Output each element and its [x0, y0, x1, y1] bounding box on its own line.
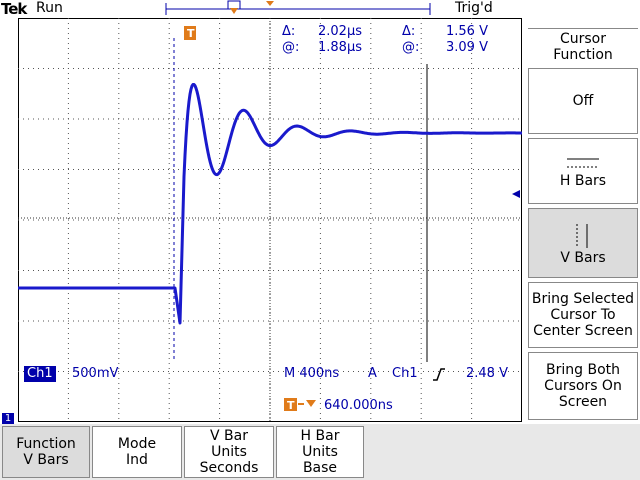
record-position-indicator — [165, 0, 431, 15]
mode-line1: Mode — [117, 436, 157, 452]
at-time-value: 1.88μs — [318, 40, 362, 55]
both-cursors-button[interactable]: Bring Both Cursors On Screen — [528, 352, 638, 420]
trigger-position-icon-label: T — [287, 399, 295, 412]
channel-badge[interactable]: Ch1 — [24, 366, 56, 382]
delta-time-value: 2.02μs — [318, 24, 362, 39]
at-volts-value: 3.09 V — [446, 40, 488, 55]
trigger-status: Trig'd — [455, 0, 493, 16]
trigger-position-icon: T — [284, 398, 316, 412]
trigger-level-readout: 2.48 V — [466, 366, 508, 381]
trigger-position-value: 640.000ns — [324, 398, 393, 413]
side-menu-title: Cursor Function — [528, 28, 638, 64]
channel-ground-marker: 1 — [2, 413, 14, 425]
side-menu-title-text: Cursor Function — [553, 30, 613, 63]
h-bar-units-line1: H Bar — [300, 428, 340, 444]
v-bar-units-line3: Seconds — [199, 460, 259, 476]
trigger-time-marker: T — [184, 26, 196, 40]
top-status-bar: Tek Run Trig'd — [0, 0, 640, 18]
h-bar-units-line3: Base — [302, 460, 338, 476]
brand-logo: Tek — [1, 0, 27, 18]
at-volts-label: @: — [402, 40, 420, 55]
trigger-source-readout: Ch1 — [392, 366, 418, 381]
cursor-off-button[interactable]: Off — [528, 68, 638, 134]
mode-line2: Ind — [126, 452, 148, 468]
trigger-level-arrow[interactable] — [512, 190, 520, 198]
trigger-mode-readout: A — [368, 366, 377, 381]
function-button[interactable]: Function V Bars — [2, 426, 90, 478]
mode-button[interactable]: Mode Ind — [92, 426, 182, 478]
h-bars-label: H Bars — [559, 173, 607, 189]
at-time-label: @: — [282, 40, 300, 55]
both-cursors-label: Bring Both Cursors On Screen — [544, 362, 622, 410]
channel1-trace — [18, 83, 522, 325]
function-line2: V Bars — [23, 452, 69, 468]
center-cursor-label: Bring Selected Cursor To Center Screen — [531, 291, 635, 339]
cursor-h-bars-button[interactable]: H Bars — [528, 138, 638, 204]
cursor-off-label: Off — [572, 93, 594, 109]
delta-volts-label: Δ: — [402, 24, 416, 39]
v-bars-icon — [576, 224, 588, 248]
v-bar-units-button[interactable]: V Bar Units Seconds — [184, 426, 274, 478]
v-bars-label: V Bars — [560, 250, 606, 266]
center-cursor-button[interactable]: Bring Selected Cursor To Center Screen — [528, 282, 638, 348]
waveform-display[interactable]: T — [18, 18, 522, 422]
function-line1: Function — [16, 436, 76, 452]
rising-edge-icon — [433, 368, 445, 381]
h-bar-units-line2: Units — [302, 444, 338, 460]
acquisition-status: Run — [36, 0, 63, 16]
trigger-time-marker-label: T — [187, 27, 195, 40]
v-bar-units-line2: Units — [211, 444, 247, 460]
v-bar-units-line1: V Bar — [210, 428, 248, 444]
h-bar-units-button[interactable]: H Bar Units Base — [276, 426, 364, 478]
delta-time-label: Δ: — [282, 24, 296, 39]
h-bars-icon — [567, 158, 599, 168]
cursor-v-bars-button[interactable]: V Bars — [528, 208, 638, 278]
delta-volts-value: 1.56 V — [446, 24, 488, 39]
volts-per-div: 500mV — [72, 366, 119, 381]
graticule — [18, 18, 522, 422]
timebase-readout: M 400ns — [284, 366, 340, 381]
